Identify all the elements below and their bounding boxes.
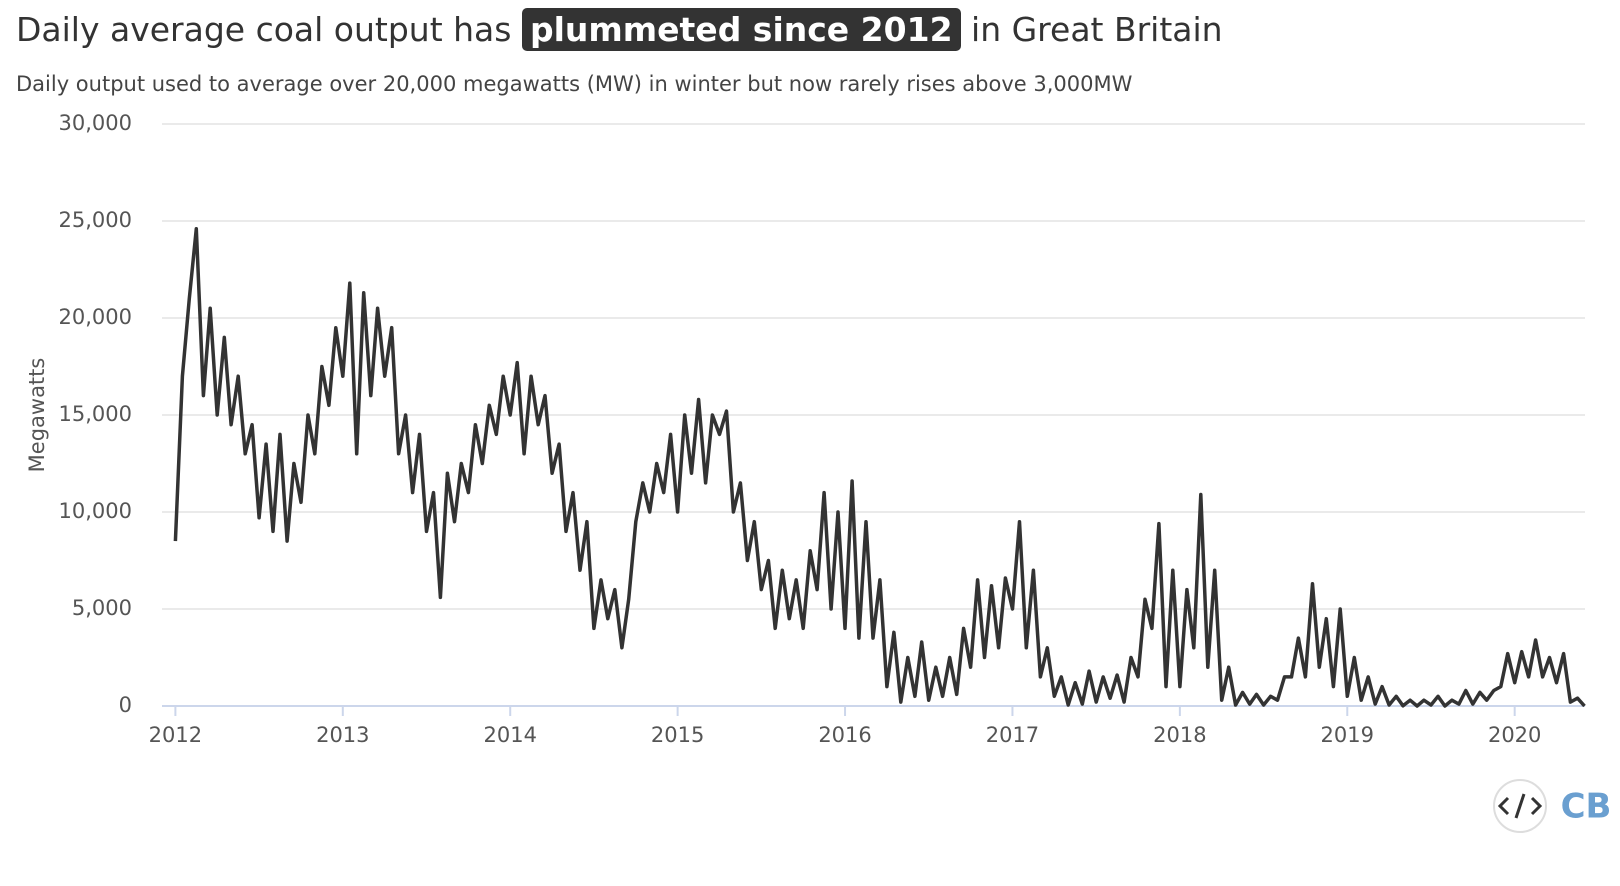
title-part: in Great Britain: [971, 10, 1223, 49]
data-line: [173, 227, 1586, 708]
y-tick-label: 10,000: [59, 499, 132, 523]
x-tick-label: 2012: [149, 723, 202, 747]
x-tick-label: 2013: [316, 723, 369, 747]
y-tick-label: 30,000: [59, 111, 132, 135]
y-tick-label: 0: [119, 693, 132, 717]
x-tick-label: 2015: [651, 723, 704, 747]
x-tick-label: 2018: [1153, 723, 1206, 747]
title-part: Daily average coal output has: [16, 10, 512, 49]
x-tick-label: 2019: [1321, 723, 1374, 747]
x-tick-label: 2020: [1488, 723, 1541, 747]
chart-title: Daily average coal output has plummeted …: [16, 8, 1223, 51]
title-highlight: plummeted since 2012: [521, 8, 961, 51]
y-tick-label: 20,000: [59, 305, 132, 329]
y-tick-label: 15,000: [59, 402, 132, 426]
y-tick-label: 5,000: [72, 596, 132, 620]
logo: CB: [1561, 787, 1612, 827]
y-tick-label: 25,000: [59, 208, 132, 232]
y-axis-label: Megawatts: [25, 358, 49, 473]
embed-glyph: [1497, 793, 1543, 819]
x-tick-label: 2017: [986, 723, 1039, 747]
x-tick-label: 2014: [483, 723, 536, 747]
chart-subtitle: Daily output used to average over 20,000…: [16, 72, 1133, 96]
x-tick-label: 2016: [818, 723, 871, 747]
